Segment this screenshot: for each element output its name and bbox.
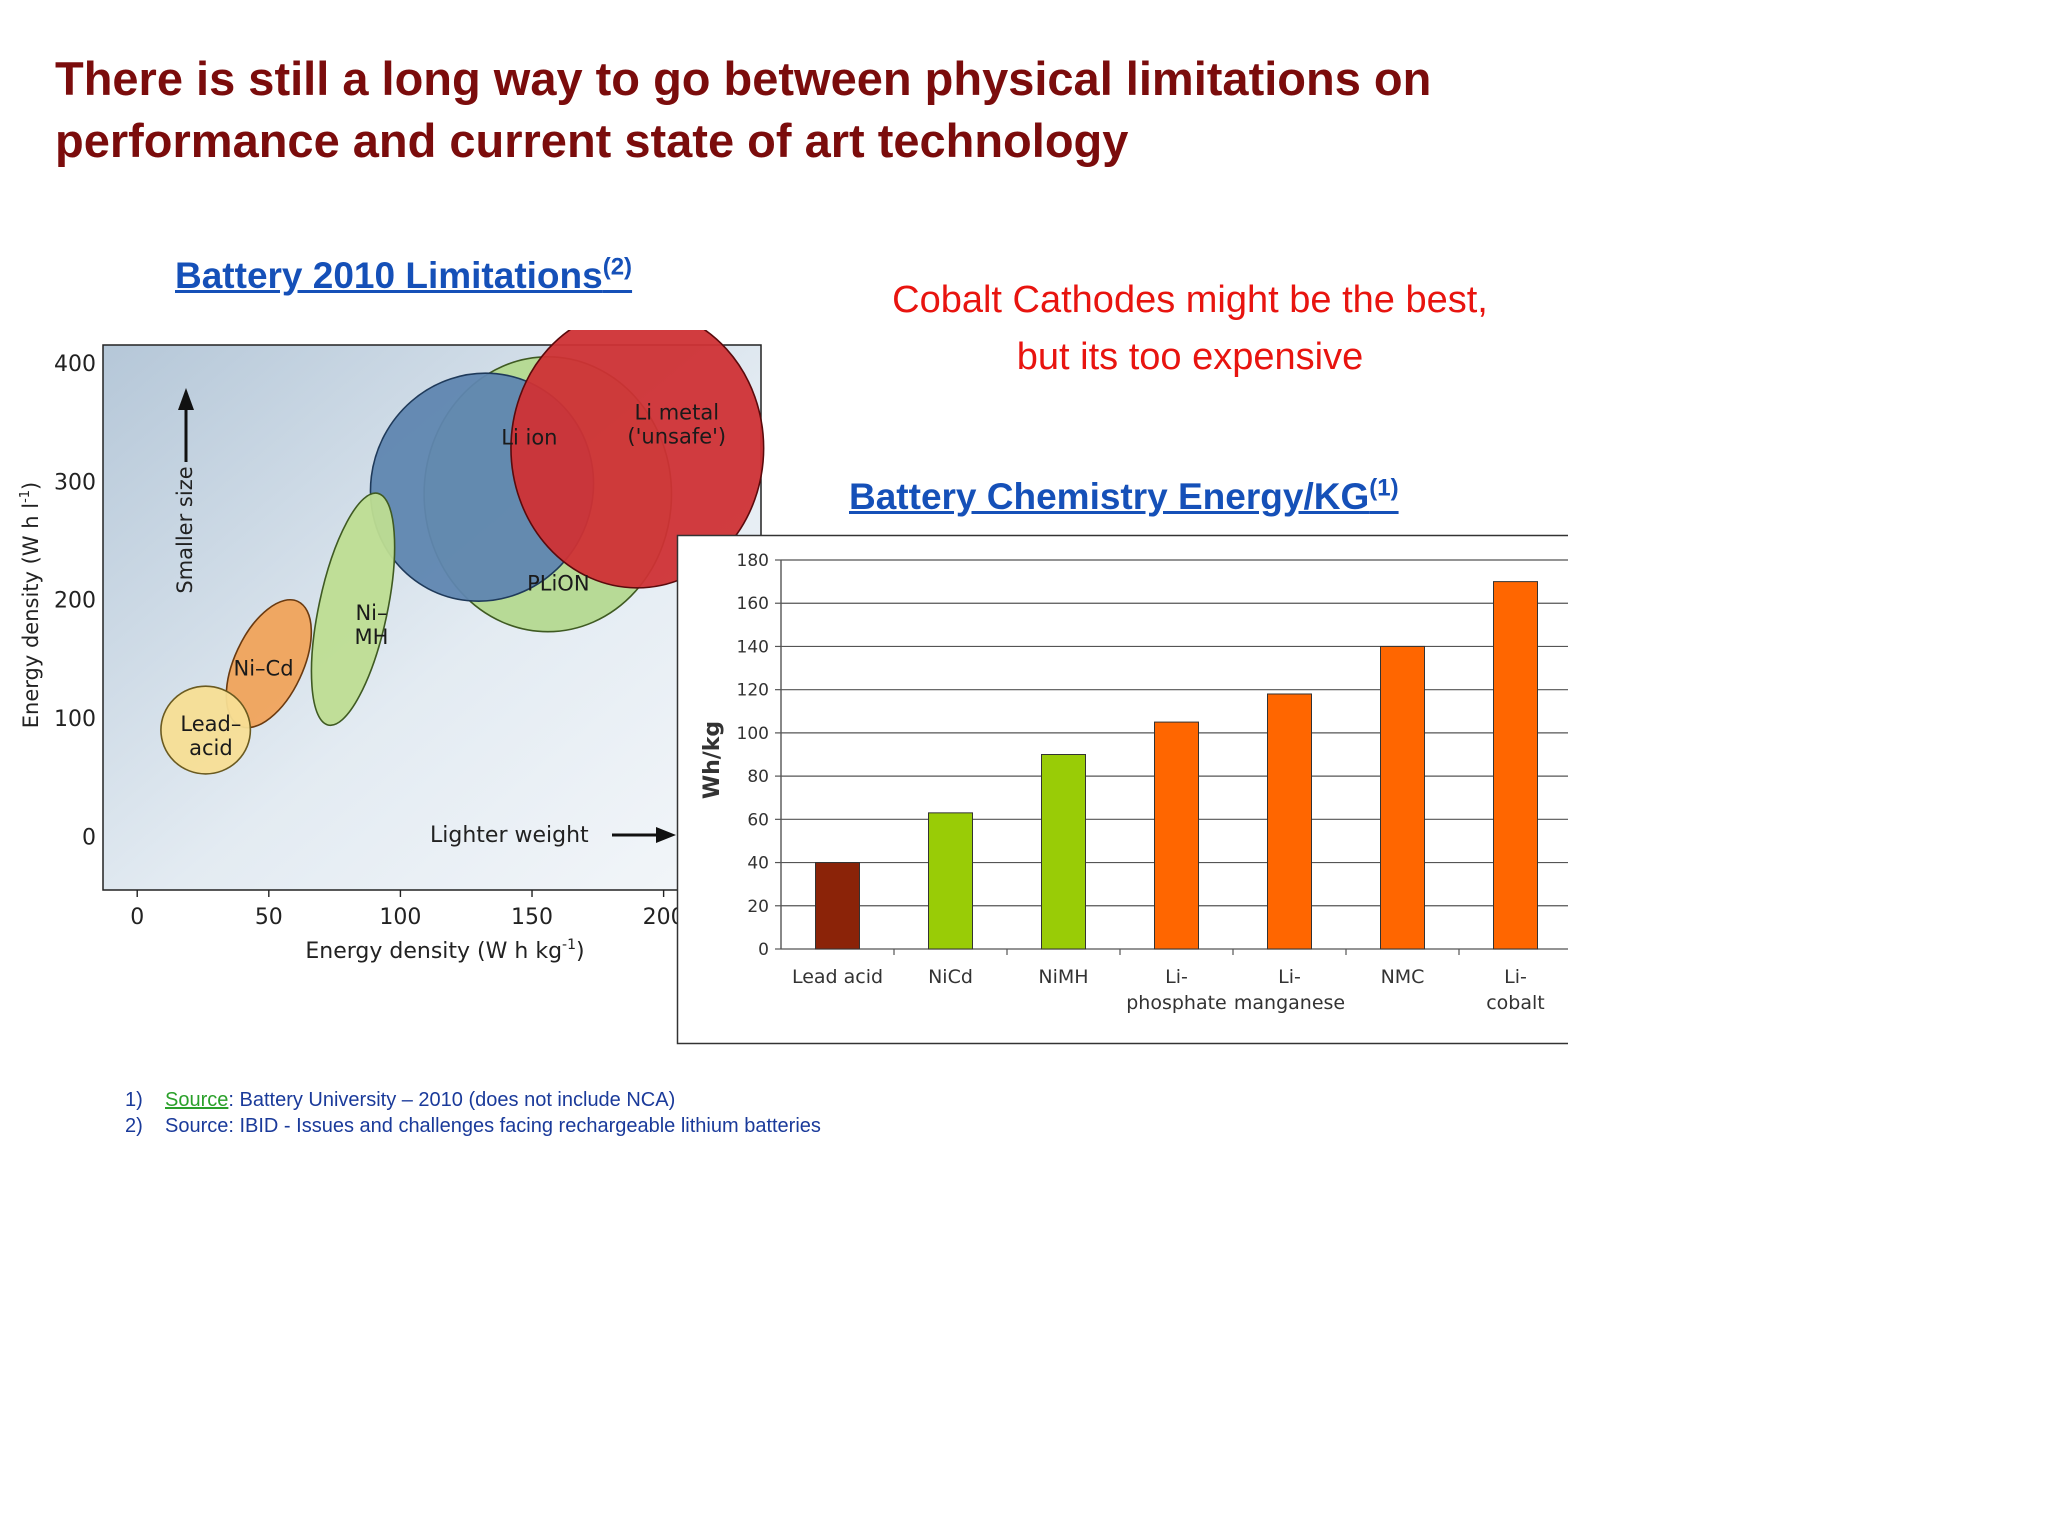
y-tick-label: 200	[54, 589, 96, 614]
footnote-2: 2) Source: IBID - Issues and challenges f…	[125, 1113, 821, 1139]
region-label: Ni– MH	[355, 601, 389, 649]
footnote-2-text: Source: IBID - Issues and challenges fac…	[165, 1115, 821, 1137]
y-tick-label: 0	[82, 826, 96, 851]
x-tick-label: 0	[130, 905, 144, 930]
smaller-size-label: Smaller size	[173, 466, 197, 593]
cobalt-callout-line-1: Cobalt Cathodes might be the best,	[892, 279, 1488, 321]
chemistry-energy-footnote-ref: (1)	[1369, 474, 1399, 502]
footnote-1-source-link[interactable]: Source	[165, 1089, 229, 1111]
x-tick-label: Li-manganese	[1234, 966, 1345, 1014]
y-tick-label: 0	[758, 940, 769, 960]
page-title: There is still a long way to go between …	[55, 52, 1432, 167]
x-tick-label: Li-phosphate	[1126, 966, 1227, 1014]
cobalt-callout: Cobalt Cathodes might be the best, but i…	[810, 272, 1570, 386]
x-tick-label: 150	[511, 905, 553, 930]
x-tick-label: NMC	[1381, 966, 1425, 988]
footnote-1-text: : Battery University – 2010 (does not in…	[228, 1089, 676, 1111]
x-axis-label: Energy density (W h kg-1)	[305, 937, 584, 964]
x-tick-label: NiMH	[1038, 966, 1088, 988]
x-tick-label: 100	[379, 905, 421, 930]
region-lead-acid	[160, 685, 252, 775]
region-label: Li ion	[501, 426, 557, 450]
footnote-1-number: 1)	[125, 1089, 143, 1111]
bar	[1267, 693, 1312, 950]
y-tick-label: 180	[737, 551, 769, 571]
y-axis-label: Energy density (W h l-1)	[18, 482, 43, 729]
bar	[1380, 645, 1425, 950]
y-axis-label: Wh/kg	[700, 721, 725, 799]
region-label: PLiON	[527, 571, 589, 595]
bar	[1041, 754, 1086, 950]
y-tick-label: 80	[747, 767, 769, 787]
ragone-chart: PLiON Li ion Li metal ('unsafe') Ni– MH Ni–Cd L…	[18, 330, 765, 964]
chemistry-energy-heading-text[interactable]: Battery Chemistry Energy/KG	[849, 476, 1370, 517]
right-arrowhead-icon	[656, 827, 676, 843]
up-arrowhead-icon	[178, 388, 194, 410]
footnote-1: 1) Source: Battery University – 2010 (doe…	[125, 1087, 821, 1113]
x-tick-label: Lead acid	[792, 966, 883, 988]
chemistry-energy-heading[interactable]: Battery Chemistry Energy/KG(1)	[849, 476, 1399, 518]
bar	[1154, 721, 1199, 950]
lighter-weight-label: Lighter weight	[430, 823, 589, 848]
bar	[928, 812, 973, 950]
bar	[1493, 581, 1538, 950]
y-tick-label: 60	[747, 810, 769, 830]
region-label: Ni–Cd	[234, 657, 294, 681]
footnote-2-number: 2)	[125, 1115, 143, 1137]
y-tick-label: 100	[737, 724, 769, 744]
footnotes: 1) Source: Battery University – 2010 (doe…	[125, 1087, 821, 1139]
battery-limitations-footnote-ref: (2)	[602, 253, 633, 281]
y-tick-label: 100	[54, 707, 96, 732]
x-tick-label: NiCd	[928, 966, 973, 988]
energy-bar-chart: 0 20 40 60 80 100 120 140 160 180 Lead acid NiCd NiM…	[676, 534, 1568, 1045]
region-label: Li metal ('unsafe')	[627, 401, 726, 449]
y-tick-label: 300	[54, 470, 96, 495]
y-tick-label: 40	[747, 854, 769, 874]
battery-limitations-heading-text[interactable]: Battery 2010 Limitations	[175, 255, 603, 296]
y-tick-label: 20	[747, 897, 769, 917]
battery-limitations-heading[interactable]: Battery 2010 Limitations(2)	[175, 255, 632, 297]
y-tick-label: 400	[54, 352, 96, 377]
y-tick-label: 140	[737, 637, 769, 657]
x-tick-label: 50	[255, 905, 283, 930]
cobalt-callout-line-2: but its too expensive	[1016, 336, 1364, 378]
region-label: Lead– acid	[180, 712, 241, 760]
region-li-metal-unsafe	[510, 330, 765, 589]
y-tick-label: 120	[737, 681, 769, 701]
region-ni-mh	[310, 492, 396, 727]
x-tick-label: Li-cobalt	[1486, 966, 1545, 1014]
y-tick-label: 160	[737, 594, 769, 614]
bar	[815, 862, 860, 950]
